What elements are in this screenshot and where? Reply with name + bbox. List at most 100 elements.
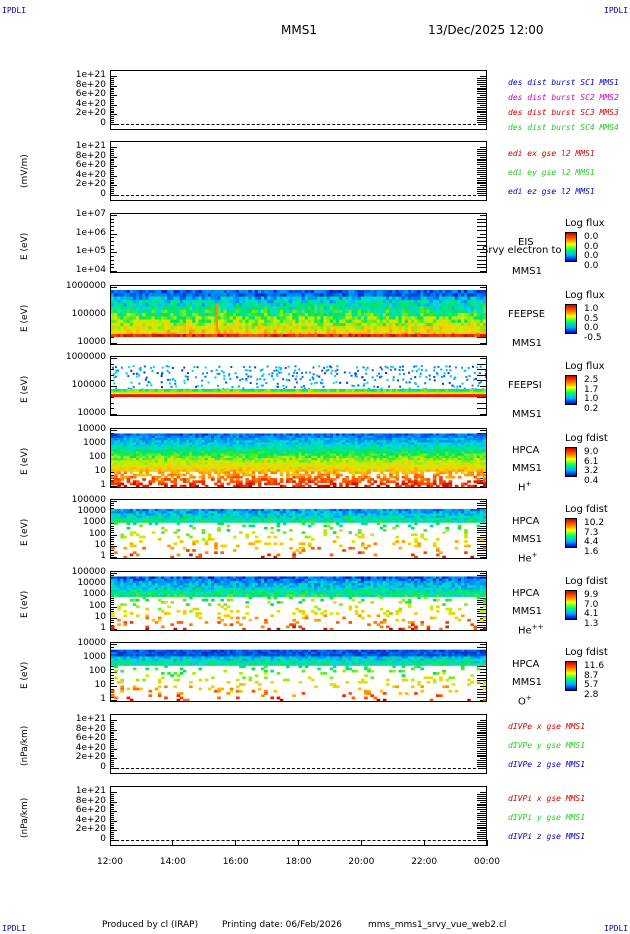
spectrogram-cell bbox=[201, 293, 206, 298]
spectrogram-cell bbox=[270, 449, 274, 452]
spectrogram-cell bbox=[407, 437, 412, 441]
spectrogram-cell bbox=[145, 388, 149, 392]
spectrogram-cell bbox=[207, 449, 212, 452]
spectrogram-cell bbox=[479, 313, 484, 317]
spectrogram-cell bbox=[232, 394, 237, 398]
spectrogram-cell bbox=[392, 451, 396, 455]
spectrogram-dot bbox=[166, 378, 169, 381]
spectrogram-cell bbox=[182, 391, 187, 394]
spectrogram-cell bbox=[292, 473, 296, 477]
spectrogram-cell bbox=[189, 449, 193, 452]
spectrogram-cell bbox=[264, 440, 268, 443]
spectrogram-dot bbox=[325, 369, 328, 372]
spectrogram-cell bbox=[157, 437, 162, 441]
spectrogram-cell bbox=[401, 444, 406, 448]
spectrogram-cell bbox=[176, 446, 181, 450]
spectrogram-cell bbox=[411, 388, 415, 392]
spectrogram-cell bbox=[361, 394, 365, 398]
spectrogram-cell bbox=[139, 460, 143, 463]
spectrogram-cell bbox=[398, 334, 403, 337]
spectrogram-cell bbox=[314, 437, 318, 441]
spectrogram-cell bbox=[354, 444, 359, 448]
spectrogram-cell bbox=[264, 458, 268, 461]
spectrogram-cell bbox=[351, 322, 356, 327]
spectrogram-cell bbox=[364, 469, 368, 472]
spectrogram-cell bbox=[289, 453, 293, 457]
spectrogram-cell bbox=[211, 449, 215, 452]
spectrogram-cell bbox=[311, 440, 315, 443]
spectrogram-cell bbox=[232, 322, 237, 327]
spectrogram-cell bbox=[157, 460, 162, 463]
spectrogram-cell bbox=[207, 455, 212, 459]
y-minor-tick bbox=[111, 408, 114, 410]
spectrogram-cell bbox=[345, 394, 349, 398]
spectrogram-dot bbox=[191, 369, 194, 372]
spectrogram-cell bbox=[145, 451, 149, 455]
spectrogram-cell bbox=[251, 449, 256, 452]
spectrogram-dot bbox=[132, 372, 135, 375]
spectrogram-cell bbox=[170, 433, 174, 437]
spectrogram-cell bbox=[157, 471, 162, 475]
spectrogram-cell bbox=[239, 388, 243, 392]
spectrogram-cell bbox=[279, 471, 284, 475]
spectrogram-cell bbox=[417, 482, 421, 486]
spectrogram-cell bbox=[395, 482, 399, 486]
spectrogram-cell bbox=[201, 388, 206, 392]
spectrogram-cell bbox=[451, 388, 456, 392]
spectrogram-cell bbox=[326, 446, 331, 450]
spectrogram-cell bbox=[429, 460, 434, 463]
y-minor-tick bbox=[477, 170, 486, 172]
spectrogram-cell bbox=[342, 437, 346, 441]
spectrogram-cell bbox=[248, 433, 253, 437]
spectrogram-cell bbox=[432, 444, 437, 448]
spectrogram-dot bbox=[310, 382, 313, 385]
spectrogram-cell bbox=[432, 290, 437, 294]
mission-title: MMS1 bbox=[281, 23, 317, 37]
spectrogram-cell bbox=[348, 394, 353, 398]
spectrogram-cell bbox=[401, 451, 406, 455]
spectrogram-cell bbox=[192, 437, 196, 441]
spectrogram-cell bbox=[164, 451, 168, 455]
spectrogram-cell bbox=[398, 449, 403, 452]
spectrogram-cell bbox=[142, 303, 146, 307]
spectrogram-cell bbox=[451, 329, 456, 334]
spectrogram-dot bbox=[366, 381, 369, 384]
spectrogram-cell bbox=[142, 329, 146, 334]
spectrogram-cell bbox=[264, 309, 268, 314]
spectrogram-cell bbox=[432, 299, 437, 304]
spectrogram-cell bbox=[176, 388, 181, 392]
spectrogram-cell bbox=[111, 296, 115, 301]
spectrogram-cell bbox=[236, 296, 240, 301]
spectrogram-cell bbox=[439, 444, 443, 448]
spectrogram-cell bbox=[251, 480, 256, 484]
spectrogram-cell bbox=[464, 329, 468, 334]
spectrogram-dot bbox=[278, 371, 281, 374]
spectrogram-cell bbox=[217, 442, 221, 446]
spectrogram-dot bbox=[475, 377, 478, 380]
spectrogram-cell bbox=[373, 391, 378, 394]
spectrogram-cell bbox=[454, 326, 459, 330]
spectrogram-dot bbox=[350, 374, 353, 377]
spectrogram-cell bbox=[301, 484, 306, 487]
spectrogram-dot bbox=[277, 385, 280, 388]
spectrogram-cell bbox=[464, 316, 468, 321]
spectrogram-cell bbox=[326, 444, 331, 448]
spectrogram-cell bbox=[261, 455, 265, 459]
spectrogram-cell bbox=[161, 293, 165, 298]
spectrogram-cell bbox=[129, 453, 134, 457]
spectrogram-cell bbox=[254, 451, 259, 455]
spectrogram-cell bbox=[354, 484, 359, 487]
spectrogram-cell bbox=[314, 442, 318, 446]
spectrogram-cell bbox=[279, 322, 284, 327]
spectrogram-cell bbox=[429, 446, 434, 450]
spectrogram-cell bbox=[282, 466, 287, 470]
spectrogram-cell bbox=[473, 329, 478, 334]
spectrogram-cell bbox=[286, 442, 290, 446]
spectrogram-cell bbox=[276, 391, 281, 394]
spectrogram-cell bbox=[323, 334, 328, 337]
spectrogram-cell bbox=[189, 455, 193, 459]
spectrogram-dot bbox=[256, 386, 259, 389]
spectrogram-cell bbox=[248, 391, 253, 394]
y-minor-tick bbox=[111, 187, 114, 189]
spectrogram-cell bbox=[407, 442, 412, 446]
